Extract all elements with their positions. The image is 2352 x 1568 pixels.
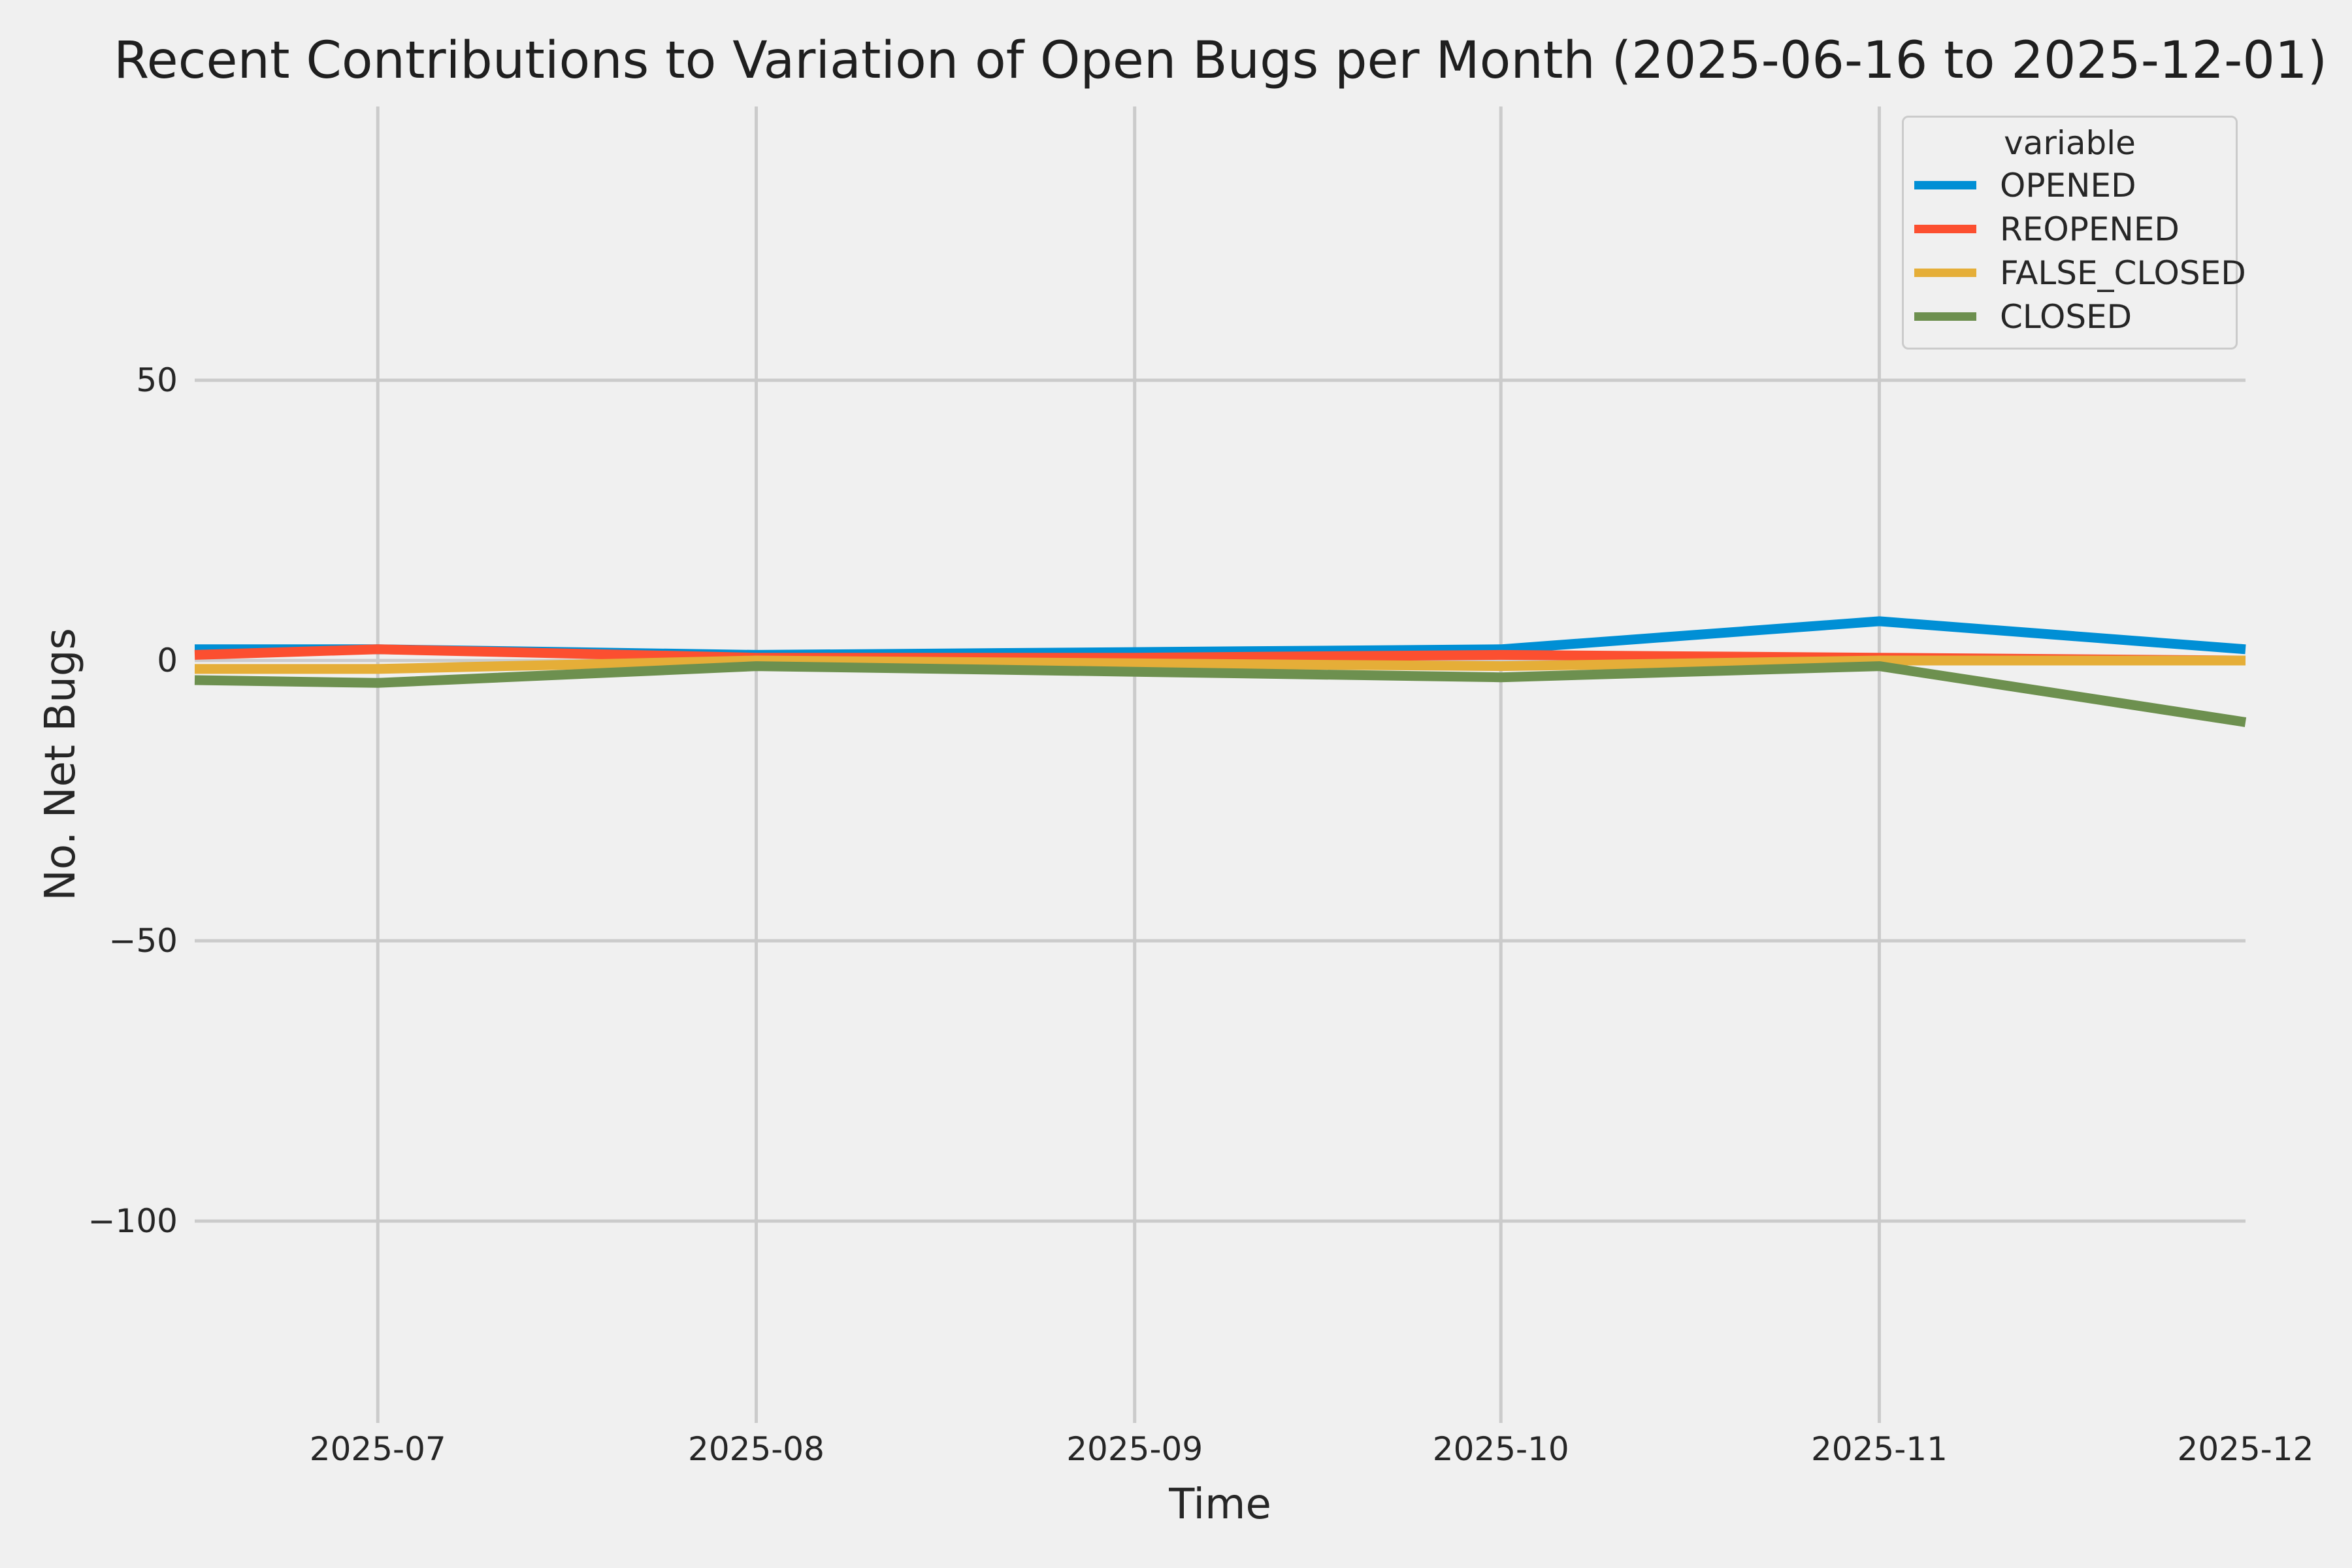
legend-label: REOPENED [2000,210,2180,248]
legend: variable OPENED REOPENED FALSE_CLOSED CL… [1902,116,2246,350]
x-tick-label: 2025-08 [688,1430,825,1468]
legend-entry: CLOSED [1904,295,2236,338]
legend-swatch-false-closed [1914,269,1976,277]
x-tick-label: 2025-07 [310,1430,446,1468]
chart-title: Recent Contributions to Variation of Ope… [113,31,2328,90]
y-tick-label: 0 [157,642,178,679]
legend-entry: OPENED [1904,163,2236,207]
legend-entry: FALSE_CLOSED [1904,251,2246,295]
legend-label: CLOSED [2000,297,2132,336]
x-tick-label: 2025-12 [2178,1430,2314,1468]
x-tick-label: 2025-09 [1066,1430,1203,1468]
y-tick-label: −100 [88,1202,178,1240]
legend-label: OPENED [2000,166,2136,204]
legend-title: variable [2004,124,2136,162]
series-lines [194,616,2247,727]
legend-swatch-reopened [1914,225,1976,233]
x-axis-label: Time [1169,1480,1271,1529]
series-line-closed [194,661,2247,727]
x-tick-label: 2025-11 [1811,1430,1948,1468]
y-tick-label: 50 [136,361,178,399]
series-line-false_closed [195,655,2246,674]
x-tick-labels: 2025-07 2025-08 2025-09 2025-10 2025-11 2025-… [310,1430,2314,1468]
legend-swatch-opened [1914,181,1976,189]
y-tick-label: −50 [108,922,178,960]
legend-swatch-closed [1914,312,1976,321]
x-tick-label: 2025-10 [1433,1430,1569,1468]
legend-entry: REOPENED [1904,207,2236,251]
y-tick-labels: 50 0 −50 −100 [88,361,178,1240]
legend-label: FALSE_CLOSED [2000,253,2246,292]
